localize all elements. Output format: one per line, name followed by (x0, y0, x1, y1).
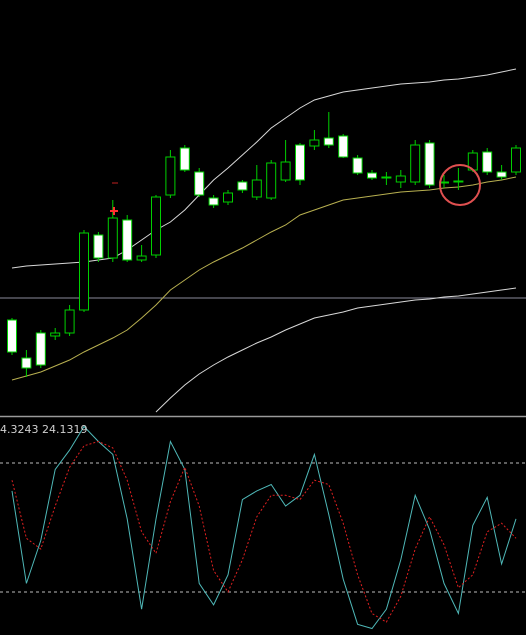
indicator-line (155, 287, 517, 413)
oscillator-panel (0, 425, 526, 630)
candle-body (223, 192, 233, 203)
candle-body (323, 137, 334, 146)
candle-body (496, 171, 507, 178)
candle-body (79, 232, 89, 311)
candle-body (309, 139, 320, 147)
candle-body (453, 180, 464, 183)
candle-body (367, 172, 377, 179)
candle-body (93, 234, 104, 259)
price-panel (0, 68, 526, 413)
candle-body (280, 161, 291, 181)
candle-body (410, 144, 421, 183)
candle-body (7, 319, 17, 353)
candle-body (107, 217, 118, 259)
candle-body (165, 156, 176, 196)
candle-body (251, 179, 262, 198)
candle-body (21, 357, 32, 369)
candle-body (482, 151, 493, 173)
candle-body (136, 255, 147, 261)
candle-body (179, 147, 190, 171)
candle-body (122, 219, 133, 261)
candle-body (511, 147, 521, 173)
candle-body (50, 332, 61, 337)
candle-body (208, 197, 219, 206)
candle-body (424, 142, 435, 186)
candle-body (35, 332, 46, 366)
candle-body (194, 171, 205, 196)
indicator-line (11, 425, 517, 630)
candle-body (352, 157, 363, 174)
indicator-line (11, 440, 517, 623)
indicator-label: 4.3243 24.1319 (0, 423, 87, 436)
highlight-circle (439, 164, 481, 206)
indicator-line (11, 176, 517, 381)
candle-body (151, 196, 161, 256)
candle-body (64, 309, 75, 334)
candle-body (237, 181, 248, 191)
candle-body (338, 135, 349, 158)
candle-body (266, 162, 277, 199)
candle-body (295, 144, 305, 181)
candle-body (381, 176, 392, 179)
indicator-line (11, 68, 517, 269)
candle-body (395, 175, 406, 183)
